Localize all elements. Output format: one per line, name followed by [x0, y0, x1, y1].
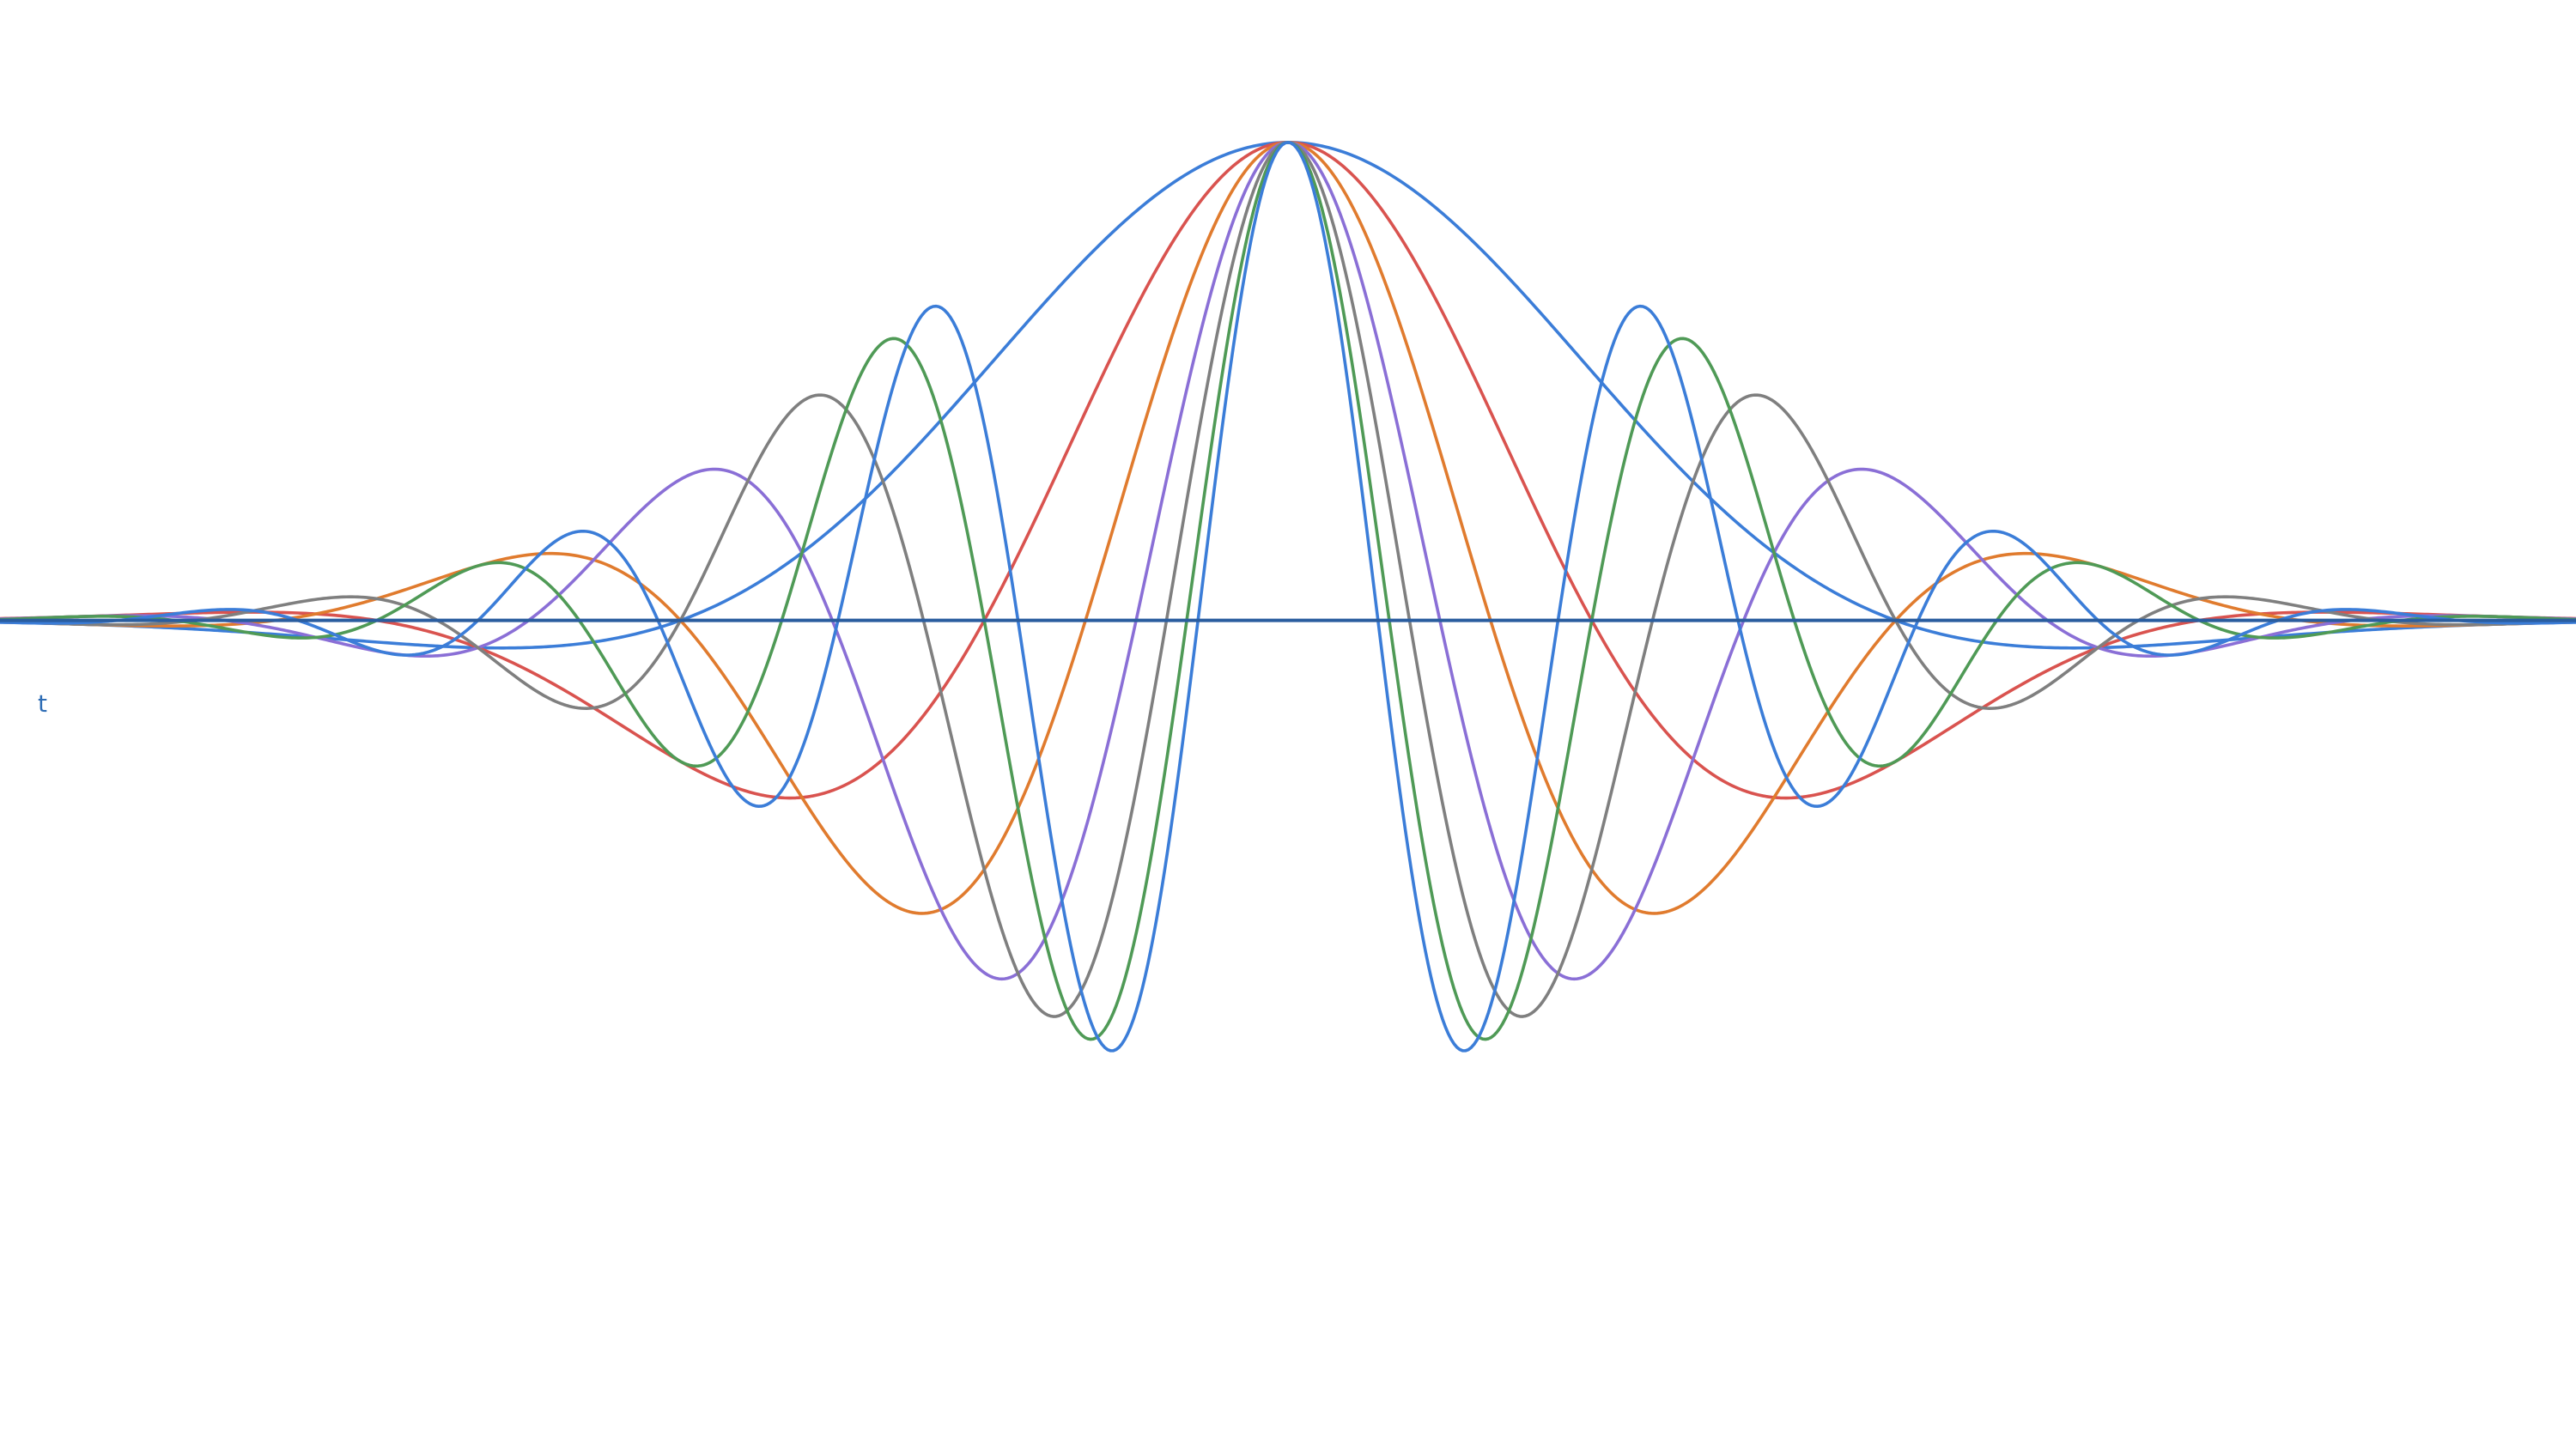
series-line-6 [0, 141, 2576, 1041]
series-group [0, 141, 2576, 1053]
series-line-5 [0, 141, 2576, 1018]
series-line-3 [0, 141, 2576, 915]
series-line-7 [0, 141, 2576, 1053]
series-line-2 [0, 141, 2576, 800]
series-line-1 [0, 141, 2576, 650]
series-line-4 [0, 141, 2576, 981]
baseline-label: t [38, 689, 47, 718]
